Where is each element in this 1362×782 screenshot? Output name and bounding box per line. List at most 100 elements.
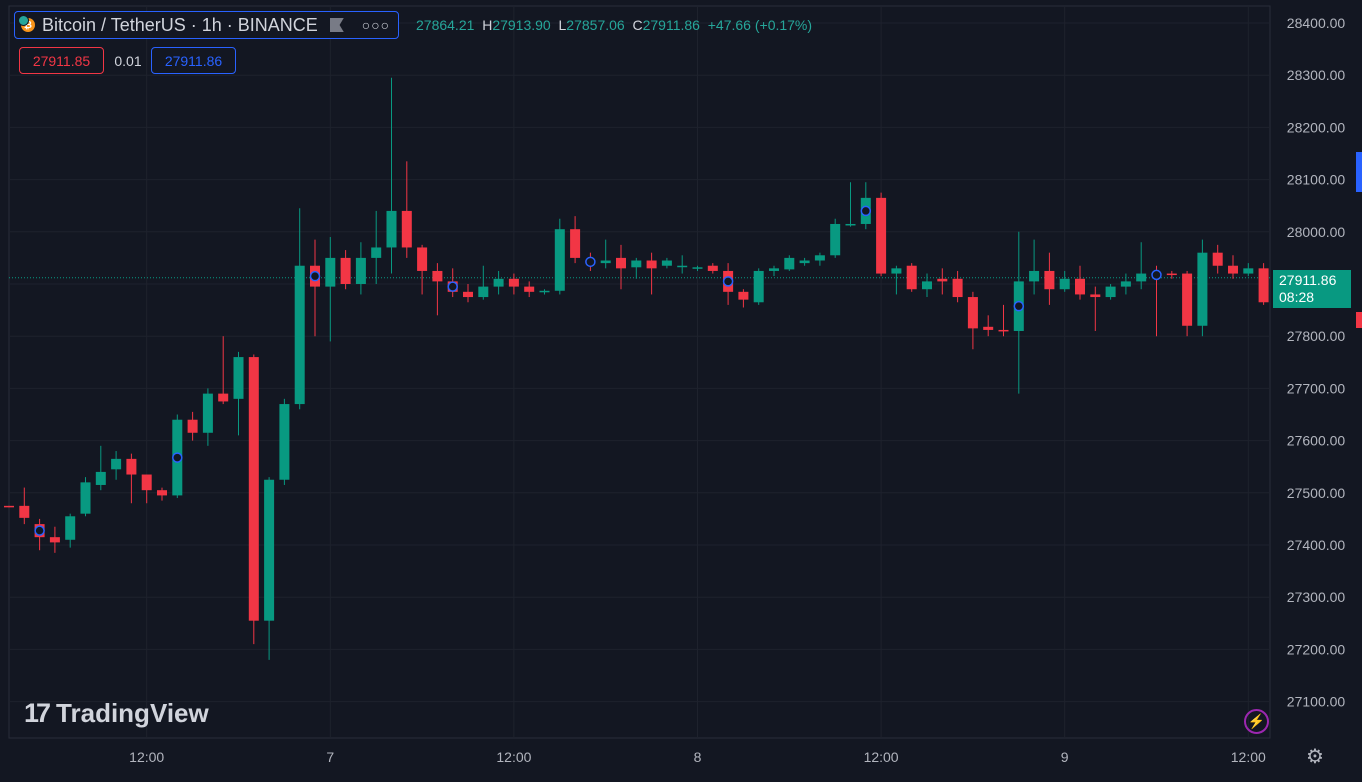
candle-body[interactable]	[355, 257, 366, 284]
candle-body[interactable]	[830, 223, 841, 256]
candle-body[interactable]	[65, 516, 76, 540]
candle-body[interactable]	[279, 404, 290, 480]
buy-button[interactable]: 27911.86	[151, 47, 236, 74]
candle-body[interactable]	[967, 297, 978, 329]
candle-body[interactable]	[1212, 252, 1223, 266]
event-marker[interactable]	[860, 205, 872, 217]
spread-value: 0.01	[114, 52, 142, 69]
candle-body[interactable]	[141, 474, 152, 491]
candle-body[interactable]	[1105, 286, 1116, 298]
candle-body[interactable]	[937, 278, 948, 282]
event-marker[interactable]	[585, 256, 596, 268]
candle-body[interactable]	[1136, 273, 1147, 282]
last-price-label: 27911.86 08:28	[1273, 270, 1351, 308]
event-marker[interactable]	[1013, 300, 1025, 312]
candle-body[interactable]	[478, 286, 489, 298]
candle-body[interactable]	[769, 268, 779, 271]
candle-body[interactable]	[784, 257, 795, 270]
candle-body[interactable]	[524, 286, 535, 292]
event-marker[interactable]	[34, 525, 45, 536]
candle-body[interactable]	[1090, 294, 1101, 298]
high-label: H	[482, 17, 493, 33]
candle-body[interactable]	[600, 260, 611, 264]
candle-body[interactable]	[325, 257, 336, 287]
candle-body[interactable]	[1197, 252, 1208, 326]
candle-body[interactable]	[1120, 281, 1131, 287]
symbol-box[interactable]: ₿ Bitcoin / TetherUS · 1h · BINANCE ○○○	[14, 11, 400, 39]
candle-body[interactable]	[616, 257, 626, 269]
candle-body[interactable]	[126, 458, 137, 475]
candle-body[interactable]	[248, 357, 259, 621]
candle-body[interactable]	[218, 393, 229, 402]
candle-body[interactable]	[371, 247, 382, 258]
sell-button[interactable]: 27911.85	[19, 47, 104, 74]
candle-body[interactable]	[631, 260, 642, 268]
candle-body[interactable]	[493, 278, 504, 287]
candle-body[interactable]	[876, 197, 887, 274]
candle-body[interactable]	[340, 257, 351, 284]
candle-body[interactable]	[111, 458, 122, 470]
candle-body[interactable]	[1059, 278, 1070, 290]
event-marker[interactable]	[172, 452, 183, 463]
candle-body[interactable]	[4, 505, 14, 508]
event-marker[interactable]	[309, 270, 321, 282]
candle-body[interactable]	[1166, 273, 1177, 276]
candle-body[interactable]	[707, 265, 718, 271]
candle-body[interactable]	[1075, 278, 1085, 295]
candle-body[interactable]	[738, 291, 749, 300]
candle-body[interactable]	[463, 291, 473, 298]
candle-body[interactable]	[19, 505, 30, 518]
candle-body[interactable]	[187, 419, 198, 433]
candle-body[interactable]	[922, 281, 932, 290]
candle-body[interactable]	[1228, 265, 1238, 274]
event-marker[interactable]	[722, 276, 734, 287]
candle-body[interactable]	[157, 490, 167, 496]
candle-body[interactable]	[401, 210, 412, 248]
candle-body[interactable]	[692, 267, 703, 269]
candle-body[interactable]	[1243, 268, 1254, 274]
candle-body[interactable]	[1029, 270, 1040, 282]
candle-body[interactable]	[49, 537, 60, 543]
candle-body[interactable]	[80, 482, 91, 514]
candle-body[interactable]	[906, 265, 917, 290]
candle-body[interactable]	[753, 270, 764, 303]
flag-icon[interactable]	[329, 18, 344, 32]
candle-body[interactable]	[646, 260, 657, 269]
candle-body[interactable]	[1258, 268, 1269, 303]
candle-body[interactable]	[95, 471, 106, 485]
scroll-edge-indicator	[1356, 152, 1362, 192]
candle-body[interactable]	[983, 326, 994, 330]
more-options-icon[interactable]: ○○○	[361, 17, 391, 33]
candle-body[interactable]	[294, 265, 305, 405]
candle-body[interactable]	[233, 357, 244, 399]
y-tick-label: 27300.00	[1287, 589, 1346, 605]
candle-body[interactable]	[554, 229, 565, 291]
gear-icon[interactable]: ⚙	[1306, 745, 1324, 768]
candle-body[interactable]	[1182, 273, 1193, 326]
candle-body[interactable]	[508, 278, 519, 287]
lightning-icon[interactable]: ⚡	[1244, 709, 1269, 734]
candle-body[interactable]	[386, 210, 397, 248]
candle-body[interactable]	[202, 393, 213, 433]
y-tick-label: 27200.00	[1287, 641, 1346, 657]
candle-body[interactable]	[264, 479, 275, 621]
candle-body[interactable]	[570, 229, 581, 258]
event-marker[interactable]	[1151, 269, 1162, 281]
candle-body[interactable]	[952, 278, 963, 298]
candle-body[interactable]	[799, 260, 810, 264]
candle-body[interactable]	[432, 270, 443, 282]
candle-body[interactable]	[677, 265, 688, 268]
candle-body[interactable]	[417, 247, 428, 271]
candle-body[interactable]	[661, 260, 672, 266]
candle-body[interactable]	[539, 290, 550, 293]
tradingview-logo[interactable]: 17 TradingView	[24, 698, 209, 729]
last-price-value: 27911.86	[1279, 272, 1337, 288]
candle-body[interactable]	[891, 268, 902, 274]
candle-body[interactable]	[814, 255, 825, 261]
candle-body[interactable]	[845, 223, 856, 226]
event-marker[interactable]	[447, 281, 458, 292]
candle-body[interactable]	[998, 329, 1009, 332]
candle-body[interactable]	[1044, 270, 1055, 290]
